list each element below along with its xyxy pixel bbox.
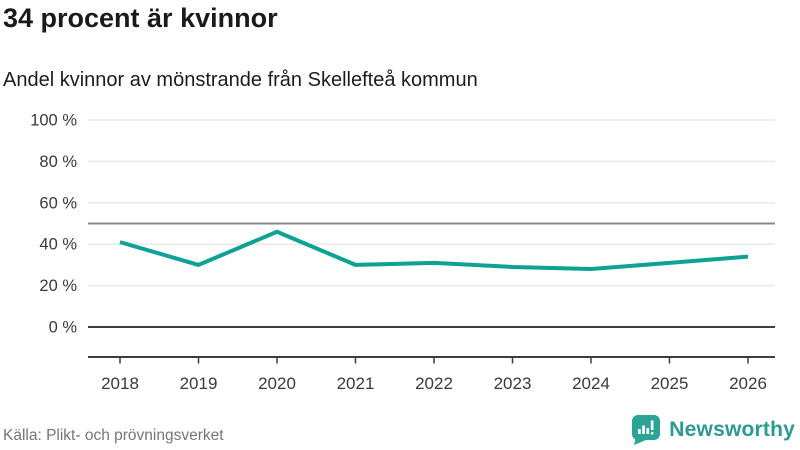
- x-tick-label: 2018: [101, 374, 139, 393]
- x-tick-label: 2025: [651, 374, 689, 393]
- x-tick-label: 2024: [572, 374, 610, 393]
- y-tick-label: 0 %: [49, 319, 78, 337]
- x-tick-label: 2026: [729, 374, 767, 393]
- y-tick-label: 80 %: [39, 153, 77, 171]
- newsworthy-logo: Newsworthy: [630, 413, 795, 446]
- series-line: [119, 229, 749, 272]
- brand-wordmark: Newsworthy: [669, 417, 795, 441]
- x-tick-label: 2020: [258, 374, 296, 393]
- bar-chart-bubble-icon: [632, 415, 661, 445]
- y-tick-label: 20 %: [39, 277, 77, 295]
- chart-subtitle: Andel kvinnor av mönstrande från Skellef…: [3, 69, 478, 91]
- line-chart: 0 % 20 % 40 % 60 % 80 % 100 % 2018 2019 2020 2021…: [30, 112, 775, 393]
- y-tick-label: 60 %: [39, 194, 77, 212]
- y-tick-label: 40 %: [39, 236, 77, 254]
- x-tick-label: 2021: [337, 374, 375, 393]
- x-tick-label: 2023: [494, 374, 532, 393]
- y-tick-label: 100 %: [30, 112, 77, 130]
- source-credit: Källa: Plikt- och prövningsverket: [3, 427, 224, 444]
- x-tick-label: 2019: [180, 374, 218, 393]
- page-title: 34 procent är kvinnor: [3, 3, 278, 33]
- x-tick-label: 2022: [415, 374, 453, 393]
